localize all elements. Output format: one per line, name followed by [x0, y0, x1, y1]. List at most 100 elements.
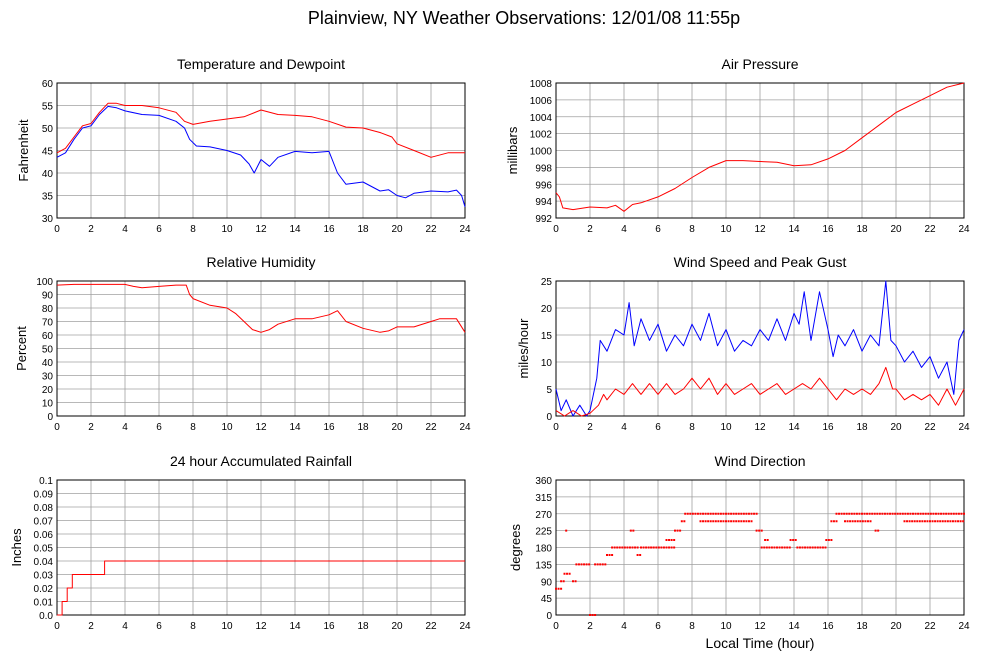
direction-point [591, 614, 594, 616]
direction-point [765, 546, 768, 549]
direction-point [604, 563, 607, 566]
direction-point [918, 520, 921, 523]
direction-point [631, 546, 634, 549]
direction-point [735, 512, 738, 515]
x-tick-label: 14 [788, 621, 800, 632]
chart-title: Temperature and Dewpoint [177, 56, 345, 72]
y-axis-label: Percent [14, 326, 29, 371]
direction-point [830, 520, 833, 523]
direction-point [747, 512, 750, 515]
direction-point [936, 520, 939, 523]
direction-point [939, 520, 942, 523]
direction-point [691, 512, 694, 515]
direction-point [766, 539, 769, 541]
direction-point [652, 546, 655, 549]
direction-point [859, 520, 862, 523]
x-tick-label: 20 [890, 621, 902, 632]
direction-point [952, 512, 955, 515]
direction-point [634, 546, 637, 549]
direction-point [606, 554, 608, 556]
y-tick-label: 180 [535, 544, 552, 555]
y-tick-label: 1004 [530, 113, 553, 124]
x-tick-label: 24 [958, 224, 970, 235]
direction-point [640, 546, 642, 549]
x-tick-label: 12 [754, 422, 766, 433]
direction-point [912, 512, 914, 515]
y-tick-label: 0.08 [34, 503, 54, 514]
direction-point [740, 512, 743, 515]
series-line-blue [56, 105, 466, 207]
x-tick-label: 8 [689, 224, 695, 235]
y-tick-label: 40 [42, 358, 54, 369]
direction-point [891, 512, 894, 515]
direction-point [856, 520, 859, 523]
x-tick-label: 20 [890, 422, 902, 433]
direction-point [760, 546, 763, 549]
direction-point [809, 546, 812, 549]
direction-point [873, 512, 876, 515]
x-tick-label: 14 [289, 224, 301, 235]
y-tick-label: 50 [42, 124, 54, 135]
x-tick-label: 0 [54, 224, 60, 235]
direction-point [696, 512, 699, 515]
direction-point [660, 546, 663, 549]
direction-point [914, 512, 917, 515]
direction-point [924, 512, 927, 515]
direction-point [866, 512, 869, 515]
x-tick-label: 22 [425, 422, 437, 433]
direction-point [689, 512, 692, 515]
y-tick-label: 0.05 [34, 544, 54, 555]
y-tick-label: 45 [42, 147, 54, 158]
direction-point [714, 520, 717, 523]
direction-point [773, 546, 776, 549]
direction-point [923, 520, 926, 523]
x-tick-label: 0 [553, 422, 559, 433]
chart-wind-direction: 0 2 4 6 8 10 12 14 16 18 20 22 240459013518022527031… [508, 453, 970, 632]
direction-point [699, 512, 702, 515]
series-line-red [555, 366, 965, 417]
y-tick-label: 15 [541, 331, 553, 342]
direction-point [877, 529, 880, 532]
x-tick-label: 24 [958, 621, 970, 632]
direction-point [861, 520, 864, 523]
direction-point [704, 520, 707, 523]
direction-point [776, 546, 778, 549]
direction-point [789, 539, 792, 541]
x-tick-label: 18 [357, 422, 369, 433]
x-tick-label: 18 [856, 621, 868, 632]
y-tick-label: 1002 [530, 130, 553, 141]
x-tick-label: 16 [323, 224, 335, 235]
x-tick-label: 22 [425, 621, 437, 632]
direction-point [944, 520, 947, 523]
direction-point [722, 512, 725, 515]
direction-point [816, 546, 819, 549]
direction-point [838, 512, 841, 515]
direction-point [786, 546, 789, 549]
x-tick-label: 2 [587, 621, 593, 632]
x-tick-label: 8 [190, 224, 196, 235]
direction-point [662, 546, 665, 549]
direction-point [566, 572, 569, 575]
direction-point [770, 546, 773, 549]
direction-point [794, 539, 797, 541]
direction-point [906, 520, 909, 523]
x-tick-label: 0 [553, 621, 559, 632]
direction-point [942, 512, 945, 515]
y-tick-label: 0.03 [34, 571, 54, 582]
x-tick-label: 24 [459, 224, 471, 235]
x-tick-label: 22 [425, 224, 437, 235]
direction-point [707, 512, 710, 515]
direction-point [825, 539, 828, 541]
x-tick-label: 20 [391, 621, 403, 632]
direction-point [670, 546, 673, 549]
direction-point [596, 563, 599, 566]
x-tick-label: 24 [459, 422, 471, 433]
direction-point [747, 520, 750, 523]
direction-point [916, 520, 919, 523]
direction-point [763, 546, 766, 549]
x-tick-label: 6 [156, 224, 162, 235]
x-tick-label: 16 [323, 422, 335, 433]
direction-point [840, 512, 843, 515]
y-tick-label: 0.01 [34, 598, 54, 609]
